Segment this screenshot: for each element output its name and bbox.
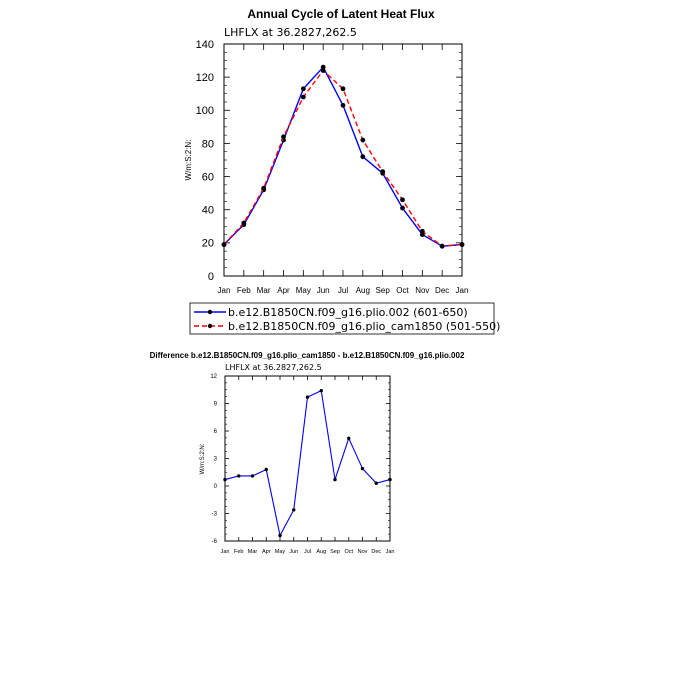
data-point — [333, 477, 337, 482]
legend-box — [189, 302, 495, 335]
y-tick-label: 140 — [196, 39, 214, 51]
chart2-axes: -6 -3 0 3 6 9 12 Jan Feb Mar Apr May Jun Jul Aug Sep Oct… — [210, 374, 394, 555]
data-point — [459, 242, 465, 247]
x-tick-label: Aug — [356, 286, 370, 295]
y-tick-label: 12 — [210, 374, 217, 380]
series-line-1 — [224, 390, 391, 537]
data-point — [347, 436, 351, 441]
chart1-title: Annual Cycle of Latent Heat Flux — [247, 7, 435, 21]
x-tick-label: Jan — [456, 286, 469, 295]
data-point — [305, 395, 310, 399]
x-tick-label: Dec — [371, 549, 381, 555]
legend-label-series-2: b.e12.B1850CN.f09_g16.plio_cam1850 (501-… — [228, 320, 500, 333]
data-point — [221, 242, 227, 247]
chart2-title: Difference b.e12.B1850CN.f09_g16.plio_ca… — [150, 351, 465, 360]
data-point — [419, 232, 425, 237]
x-tick-label: Jun — [317, 286, 330, 295]
x-tick-label: Dec — [435, 286, 449, 295]
x-tick-label: Mar — [248, 549, 258, 555]
data-point — [261, 185, 267, 191]
data-point — [400, 205, 405, 211]
data-point — [292, 508, 296, 512]
series-line-2 — [223, 69, 463, 247]
data-point — [360, 466, 365, 471]
x-tick-label: Sep — [376, 286, 391, 295]
y-tick-label: 9 — [214, 402, 218, 408]
data-point — [241, 220, 247, 226]
chart1-legend: b.e12.B1850CN.f09_g16.plio.002 (601-650)… — [189, 302, 500, 335]
data-point — [278, 533, 282, 538]
y-tick-label: 100 — [196, 105, 214, 117]
x-tick-label: Oct — [344, 549, 353, 555]
x-tick-label: Sep — [330, 549, 340, 555]
x-tick-label: Jan — [218, 286, 231, 295]
x-tick-label: Jan — [221, 549, 230, 555]
x-tick-label: Jul — [304, 549, 311, 555]
plot-frame — [223, 43, 463, 277]
chart1-y-axis-label: W/m:S:2:N: — [184, 140, 193, 181]
data-point — [300, 94, 306, 100]
data-point — [237, 474, 241, 478]
y-tick-label: 80 — [202, 138, 214, 150]
chart1-subtitle: LHFLX at 36.2827,262.5 — [224, 26, 357, 39]
data-point — [360, 154, 366, 160]
x-tick-label: Aug — [316, 549, 326, 555]
chart1-axes: 0 20 40 60 80 100 120 140 Jan Feb Mar Apr May Jun Jul A… — [196, 39, 469, 295]
x-tick-label: Nov — [415, 286, 429, 295]
x-tick-label: Feb — [234, 549, 243, 555]
chart2-series — [223, 388, 392, 538]
data-point — [340, 102, 346, 108]
x-tick-label: Jul — [338, 286, 348, 295]
y-tick-label: 120 — [196, 72, 214, 84]
x-tick-label: Oct — [396, 286, 409, 295]
legend-marker-blue — [207, 309, 213, 315]
y-tick-label: -3 — [212, 512, 218, 518]
y-tick-label: 3 — [214, 457, 218, 463]
data-point — [281, 134, 286, 140]
series-line-1 — [223, 66, 463, 247]
y-tick-label: 0 — [214, 484, 218, 490]
x-tick-label: Jun — [289, 549, 298, 555]
chart2-y-axis-label: W/m:S:2:N: — [200, 443, 206, 474]
y-tick-label: 60 — [202, 171, 214, 183]
data-point — [439, 243, 445, 249]
data-point — [400, 197, 405, 203]
data-point — [340, 86, 346, 92]
data-point — [300, 86, 306, 92]
y-tick-label: 20 — [202, 238, 214, 250]
x-tick-label: Jan — [386, 549, 395, 555]
y-tick-label: 0 — [208, 271, 214, 283]
legend-marker-red — [207, 323, 213, 329]
annual-cycle-chart: Annual Cycle of Latent Heat Flux LHFLX a… — [184, 7, 500, 335]
y-tick-label: 6 — [214, 429, 218, 435]
legend-label-series-1: b.e12.B1850CN.f09_g16.plio.002 (601-650) — [228, 306, 468, 319]
x-tick-label: Mar — [257, 286, 271, 295]
difference-chart: Difference b.e12.B1850CN.f09_g16.plio_ca… — [150, 351, 465, 555]
x-tick-label: Apr — [277, 286, 290, 295]
chart1-series — [221, 64, 465, 249]
data-point — [223, 477, 227, 482]
y-tick-label: 40 — [202, 205, 214, 217]
data-point — [388, 477, 392, 482]
data-point — [264, 467, 268, 472]
x-tick-label: May — [296, 286, 311, 295]
data-point — [320, 64, 326, 70]
data-point — [374, 481, 378, 485]
data-point — [360, 137, 366, 143]
y-tick-label: -6 — [212, 539, 218, 545]
data-point — [419, 228, 425, 234]
x-tick-label: Feb — [237, 286, 251, 295]
chart2-subtitle: LHFLX at 36.2827,262.5 — [225, 363, 322, 372]
x-tick-label: May — [275, 549, 286, 555]
data-point — [250, 474, 255, 478]
data-point — [320, 68, 326, 73]
data-point — [380, 169, 386, 175]
x-tick-label: Apr — [262, 549, 271, 555]
x-tick-label: Nov — [358, 549, 368, 555]
data-point — [319, 388, 323, 393]
